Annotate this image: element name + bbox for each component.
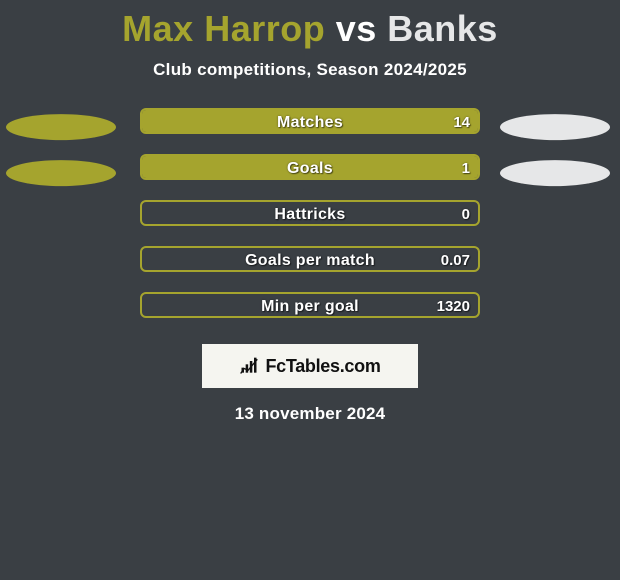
player1-ellipse <box>6 160 116 186</box>
stat-row: Hattricks0 <box>0 200 620 246</box>
stat-value: 0.07 <box>441 248 470 272</box>
stat-label: Goals per match <box>142 248 478 272</box>
stat-row: Matches14 <box>0 108 620 154</box>
player2-ellipse <box>500 114 610 140</box>
logo-text: FcTables.com <box>265 356 380 377</box>
stat-row: Min per goal1320 <box>0 292 620 338</box>
stat-row: Goals per match0.07 <box>0 246 620 292</box>
page-title: Max Harrop vs Banks <box>0 0 620 50</box>
stat-row: Goals1 <box>0 154 620 200</box>
title-player2: Banks <box>387 8 498 49</box>
fctables-logo[interactable]: FcTables.com <box>202 344 418 388</box>
player1-ellipse <box>6 114 116 140</box>
bar-chart-icon <box>239 356 259 376</box>
stat-value: 1320 <box>437 294 470 318</box>
stat-label: Hattricks <box>142 202 478 226</box>
stat-value: 0 <box>462 202 470 226</box>
stat-bar: Goals1 <box>140 154 480 180</box>
stat-bar: Matches14 <box>140 108 480 134</box>
stat-bar: Goals per match0.07 <box>140 246 480 272</box>
comparison-chart: Matches14 Goals1 Hattricks0 Goals per match… <box>0 108 620 338</box>
title-player1: Max Harrop <box>122 8 325 49</box>
player2-ellipse <box>500 160 610 186</box>
stat-bar: Min per goal1320 <box>140 292 480 318</box>
stat-bar: Hattricks0 <box>140 200 480 226</box>
title-vs: vs <box>325 8 387 49</box>
subtitle: Club competitions, Season 2024/2025 <box>0 60 620 80</box>
date-line: 13 november 2024 <box>0 404 620 424</box>
stat-bar-fill <box>142 110 478 132</box>
stat-bar-fill <box>142 156 478 178</box>
stat-label: Min per goal <box>142 294 478 318</box>
